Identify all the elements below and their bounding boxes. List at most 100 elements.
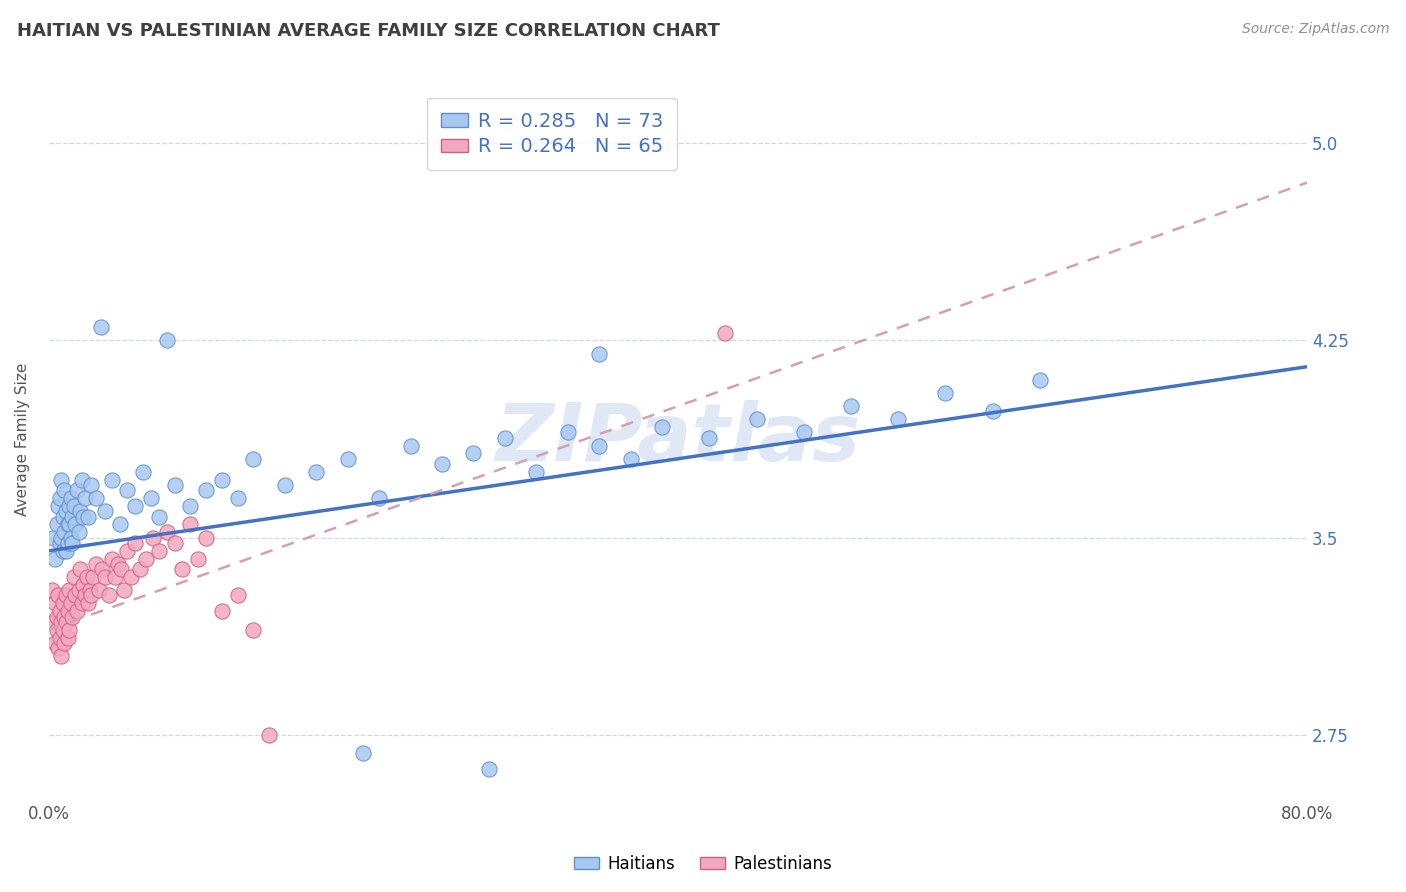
- Point: [588, 346, 610, 360]
- Point: [745, 412, 768, 426]
- Point: [45, 517, 67, 532]
- Point: [148, 543, 170, 558]
- Point: [97, 589, 120, 603]
- Point: [46, 499, 69, 513]
- Point: [41, 583, 63, 598]
- Point: [84, 557, 107, 571]
- Point: [124, 536, 146, 550]
- Point: [44, 596, 66, 610]
- Point: [94, 570, 117, 584]
- Point: [49, 604, 72, 618]
- Point: [55, 589, 77, 603]
- Point: [156, 334, 179, 348]
- Legend: Haitians, Palestinians: Haitians, Palestinians: [567, 848, 839, 880]
- Point: [56, 604, 79, 618]
- Point: [73, 589, 96, 603]
- Point: [46, 589, 69, 603]
- Point: [172, 562, 194, 576]
- Point: [66, 483, 89, 498]
- Point: [91, 562, 114, 576]
- Point: [59, 596, 82, 610]
- Point: [135, 551, 157, 566]
- Point: [195, 483, 218, 498]
- Point: [73, 491, 96, 506]
- Point: [430, 457, 453, 471]
- Point: [55, 504, 77, 518]
- Point: [557, 425, 579, 440]
- Point: [56, 517, 79, 532]
- Point: [45, 609, 67, 624]
- Point: [981, 404, 1004, 418]
- Point: [82, 570, 104, 584]
- Point: [463, 446, 485, 460]
- Point: [72, 578, 94, 592]
- Point: [59, 491, 82, 506]
- Point: [53, 525, 76, 540]
- Point: [1028, 373, 1050, 387]
- Point: [524, 465, 547, 479]
- Point: [58, 517, 80, 532]
- Point: [49, 536, 72, 550]
- Point: [51, 473, 73, 487]
- Point: [195, 531, 218, 545]
- Point: [69, 562, 91, 576]
- Point: [100, 473, 122, 487]
- Point: [120, 570, 142, 584]
- Point: [156, 525, 179, 540]
- Point: [65, 517, 87, 532]
- Point: [305, 465, 328, 479]
- Point: [336, 451, 359, 466]
- Point: [67, 525, 90, 540]
- Point: [148, 509, 170, 524]
- Point: [52, 509, 75, 524]
- Point: [70, 596, 93, 610]
- Point: [651, 420, 673, 434]
- Point: [79, 583, 101, 598]
- Point: [934, 386, 956, 401]
- Point: [132, 465, 155, 479]
- Point: [51, 615, 73, 629]
- Point: [163, 478, 186, 492]
- Point: [67, 583, 90, 598]
- Point: [110, 562, 132, 576]
- Point: [104, 570, 127, 584]
- Point: [80, 478, 103, 492]
- Text: HAITIAN VS PALESTINIAN AVERAGE FAMILY SIZE CORRELATION CHART: HAITIAN VS PALESTINIAN AVERAGE FAMILY SI…: [17, 22, 720, 40]
- Point: [117, 483, 139, 498]
- Point: [80, 589, 103, 603]
- Point: [179, 517, 201, 532]
- Point: [44, 636, 66, 650]
- Point: [226, 589, 249, 603]
- Point: [620, 451, 643, 466]
- Point: [46, 641, 69, 656]
- Point: [44, 551, 66, 566]
- Legend: R = 0.285   N = 73, R = 0.264   N = 65: R = 0.285 N = 73, R = 0.264 N = 65: [427, 98, 676, 170]
- Point: [273, 478, 295, 492]
- Point: [49, 491, 72, 506]
- Point: [163, 536, 186, 550]
- Point: [129, 562, 152, 576]
- Point: [226, 491, 249, 506]
- Point: [60, 536, 83, 550]
- Point: [793, 425, 815, 440]
- Point: [139, 491, 162, 506]
- Point: [588, 439, 610, 453]
- Point: [887, 412, 910, 426]
- Point: [58, 583, 80, 598]
- Point: [124, 499, 146, 513]
- Point: [352, 746, 374, 760]
- Point: [72, 509, 94, 524]
- Point: [117, 543, 139, 558]
- Point: [42, 615, 65, 629]
- Point: [63, 499, 86, 513]
- Point: [55, 615, 77, 629]
- Point: [90, 320, 112, 334]
- Point: [107, 557, 129, 571]
- Point: [60, 509, 83, 524]
- Point: [94, 504, 117, 518]
- Point: [211, 604, 233, 618]
- Point: [65, 589, 87, 603]
- Point: [87, 583, 110, 598]
- Point: [478, 762, 501, 776]
- Point: [59, 531, 82, 545]
